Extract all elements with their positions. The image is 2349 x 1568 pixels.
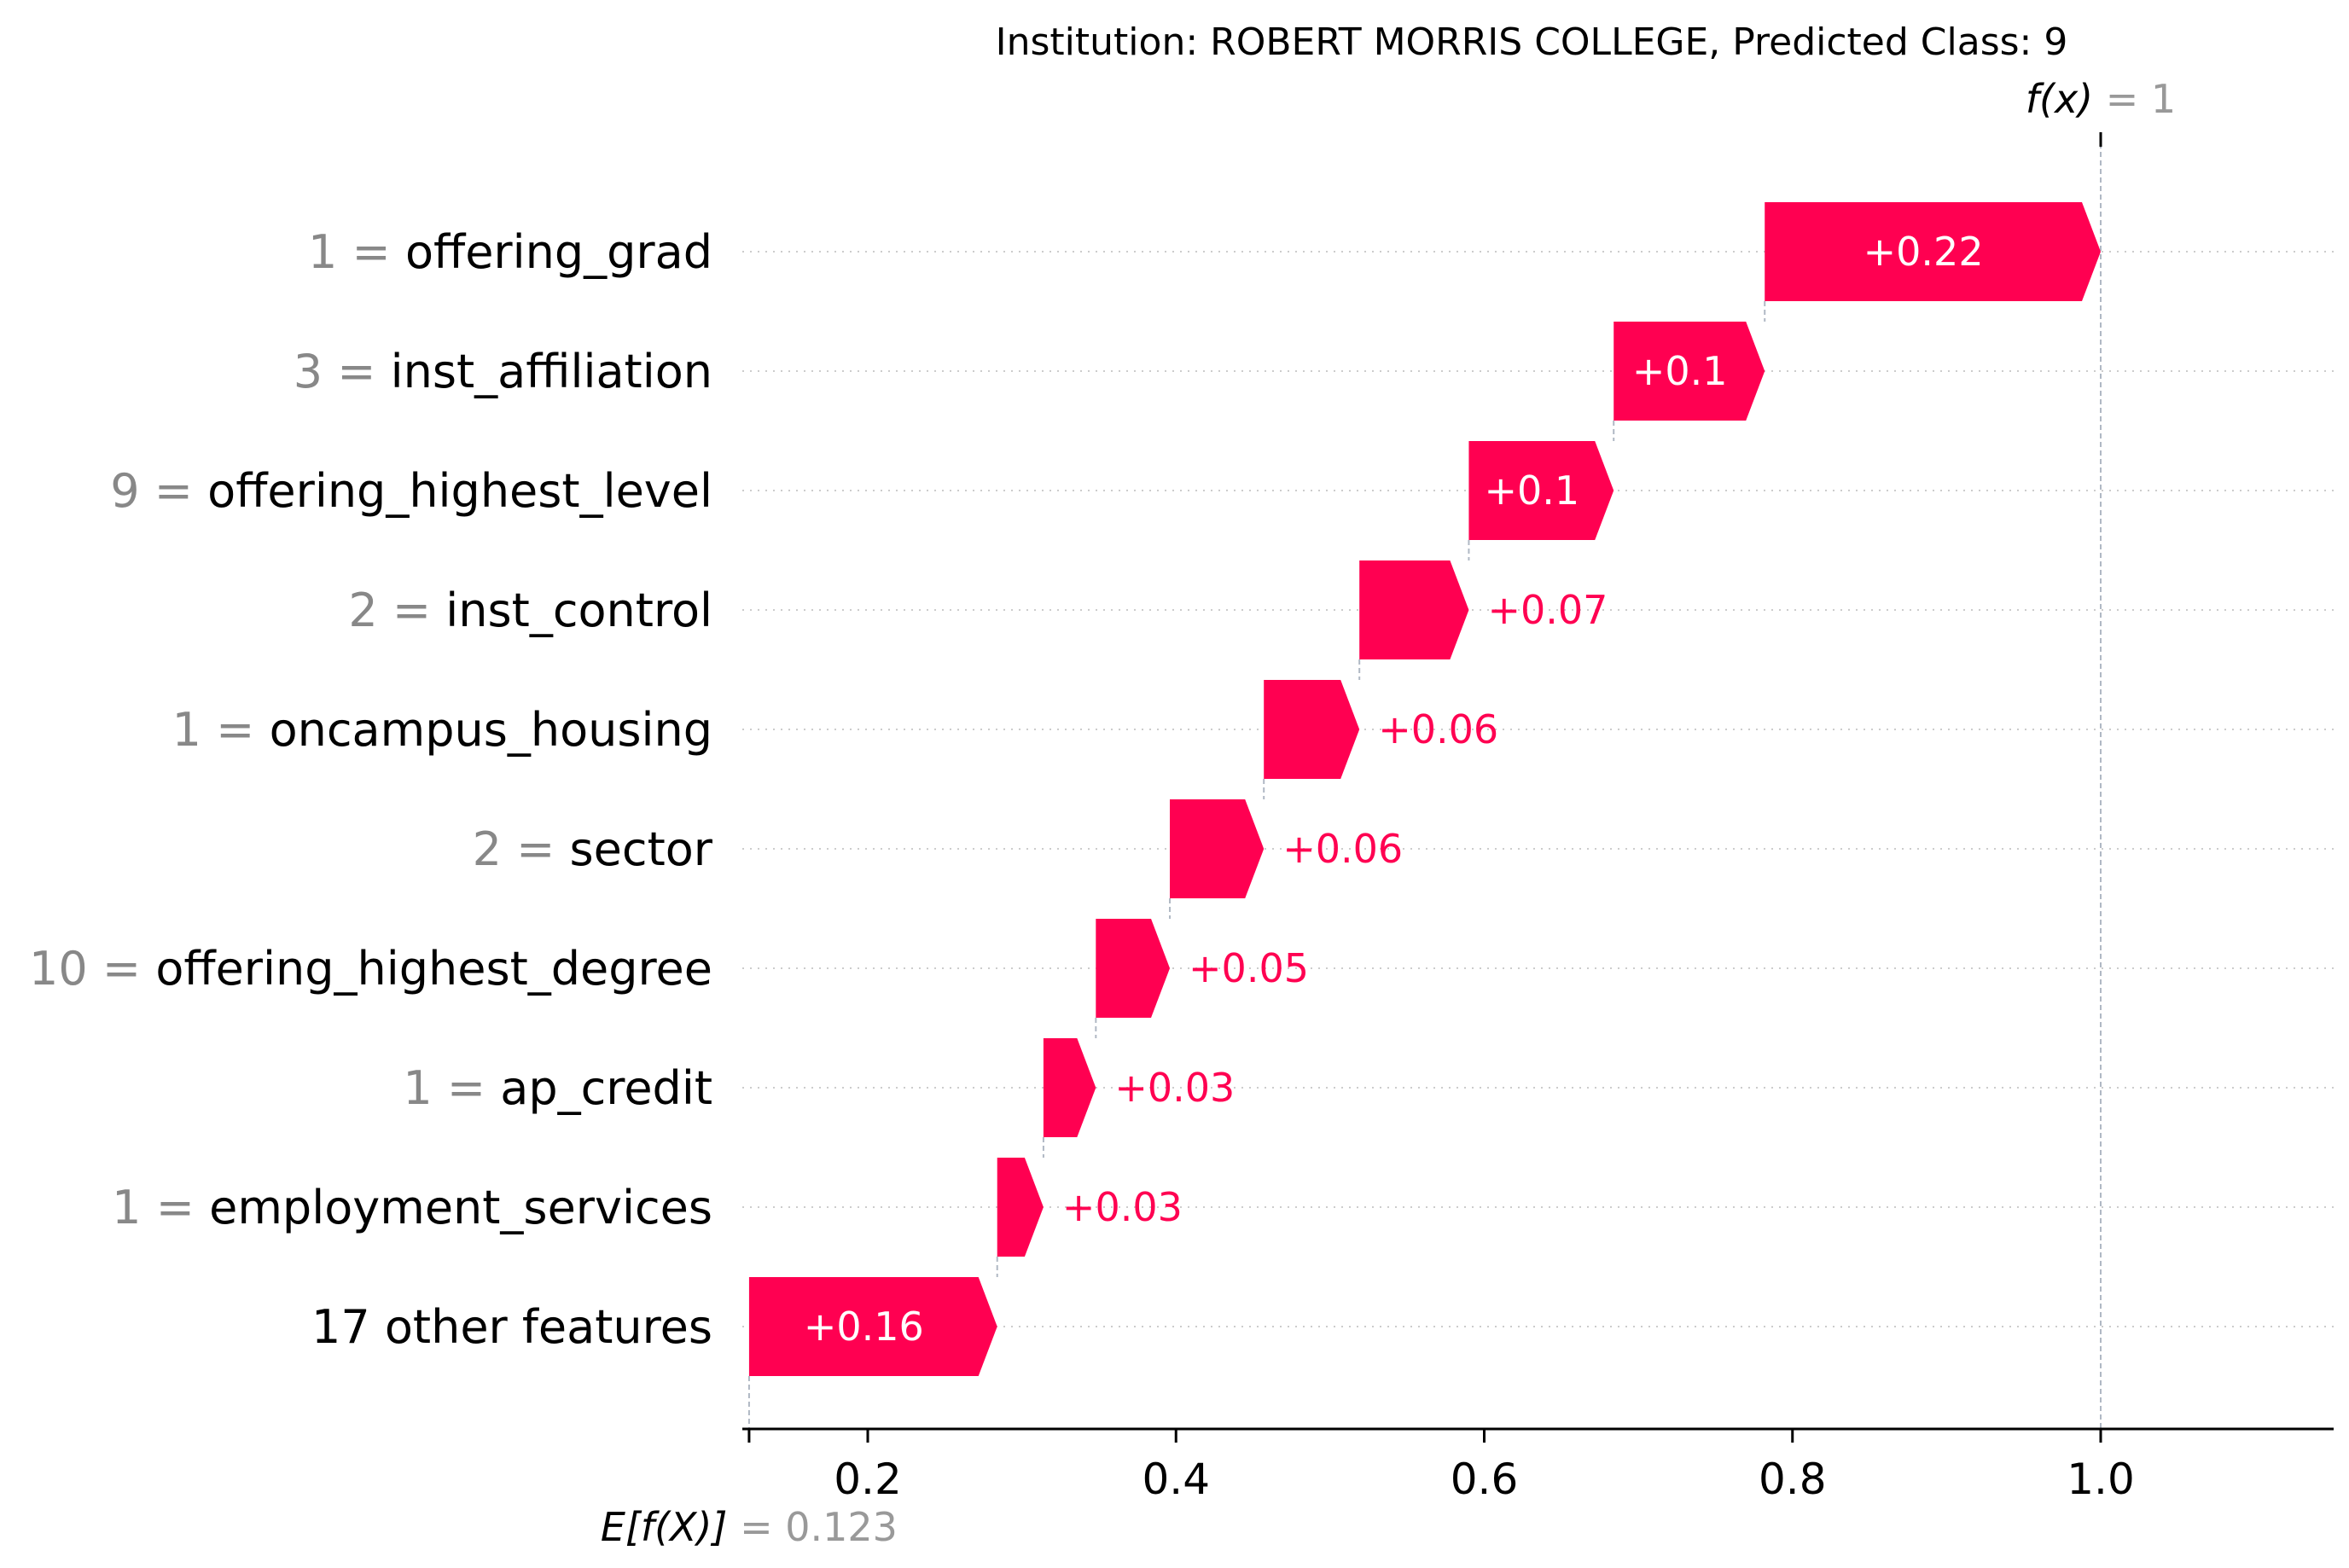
bar-sector [1170, 799, 1265, 898]
feature-name: offering_highest_level [207, 464, 712, 518]
bar-oncampus_housing [1264, 680, 1360, 779]
bar-value-label: +0.16 [804, 1304, 924, 1350]
bar-17-other-features [748, 1277, 997, 1376]
feature-name: oncampus_housing [270, 703, 712, 757]
bar-ap_credit [1043, 1038, 1096, 1137]
bar-value-label: +0.07 [1487, 587, 1608, 633]
feature-label: 10 = offering_highest_degree [29, 942, 712, 996]
bar-offering_grad [1765, 202, 2101, 301]
bar-inst_affiliation [1613, 322, 1765, 421]
feature-label: 1 = offering_grad [308, 225, 712, 279]
feature-label: 2 = sector [473, 822, 713, 876]
bar-value-label: +0.06 [1378, 706, 1498, 752]
feature-value: 2 = [473, 822, 570, 876]
feature-name: employment_services [209, 1181, 712, 1234]
base-value: = 0.123 [727, 1504, 897, 1550]
chart-title: Institution: ROBERT MORRIS COLLEGE, Pred… [996, 20, 2068, 64]
feature-value: 1 = [112, 1181, 209, 1234]
x-tick-label: 0.8 [1759, 1455, 1827, 1504]
fx-label: f(x) = 1 [2026, 76, 2176, 122]
feature-name: 17 other features [311, 1300, 712, 1354]
x-tick-label: 0.6 [1451, 1455, 1519, 1504]
base-value-label: E[f(X)] = 0.123 [601, 1504, 898, 1550]
bar-value-label: +0.06 [1282, 826, 1403, 872]
feature-label: 1 = employment_services [112, 1181, 712, 1234]
bar-value-label: +0.22 [1864, 229, 1984, 275]
feature-name: inst_control [445, 584, 712, 637]
bar-offering_highest_level [1468, 441, 1614, 540]
feature-value: 2 = [348, 584, 445, 637]
feature-value: 10 = [29, 942, 155, 996]
x-tick-label: 1.0 [2067, 1455, 2135, 1504]
fx-symbol: f(x) [2026, 76, 2093, 122]
plot-area: +0.22 1 = offering_grad +0.1 3 = inst_affil… [29, 76, 2334, 1550]
fx-value: = 1 [2093, 76, 2176, 122]
feature-label: 9 = offering_highest_level [110, 464, 712, 518]
feature-name: sector [570, 822, 713, 876]
x-tick-label: 0.4 [1142, 1455, 1210, 1504]
bar-value-label: +0.1 [1484, 467, 1579, 514]
feature-name: ap_credit [500, 1061, 712, 1115]
feature-name: offering_highest_degree [155, 942, 712, 996]
bar-value-label: +0.03 [1062, 1184, 1183, 1230]
base-symbol: E[f(X)] [601, 1504, 728, 1550]
bar-value-label: +0.1 [1632, 348, 1728, 394]
feature-value: 1 = [403, 1061, 500, 1115]
feature-name: inst_affiliation [391, 345, 712, 398]
bar-value-label: +0.03 [1114, 1065, 1235, 1111]
feature-value: 1 = [172, 703, 270, 757]
bar-employment_services [997, 1158, 1044, 1257]
feature-value: 3 = [294, 345, 391, 398]
bar-value-label: +0.05 [1189, 945, 1309, 991]
x-tick-label: 0.2 [834, 1455, 902, 1504]
bar-inst_control [1359, 560, 1469, 659]
bar-offering_highest_degree [1096, 919, 1171, 1018]
feature-label: 17 other features [311, 1300, 712, 1354]
feature-value: 1 = [308, 225, 405, 279]
feature-value: 9 = [110, 464, 207, 518]
feature-label: 1 = ap_credit [403, 1061, 712, 1115]
feature-label: 2 = inst_control [348, 584, 712, 637]
feature-label: 3 = inst_affiliation [294, 345, 712, 398]
feature-name: offering_grad [405, 225, 712, 279]
feature-label: 1 = oncampus_housing [172, 703, 712, 757]
